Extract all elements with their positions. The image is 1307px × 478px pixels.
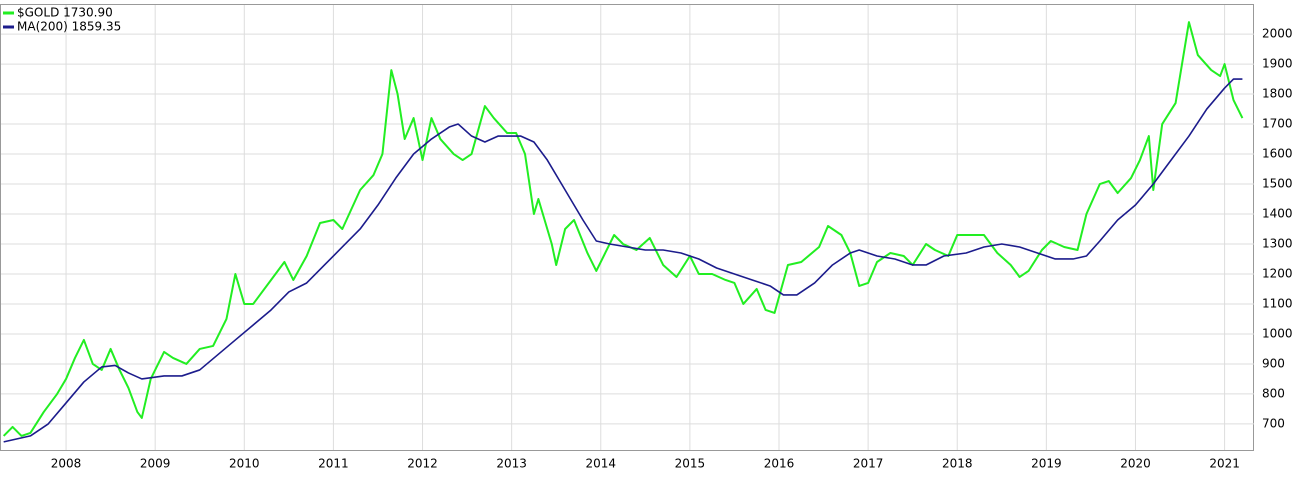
x-tick-label: 2016 — [764, 457, 795, 471]
y-tick-label: 2000 — [1262, 27, 1293, 41]
x-tick-label: 2014 — [585, 457, 616, 471]
y-tick-label: 800 — [1262, 386, 1285, 400]
x-tick-label: 2015 — [675, 457, 706, 471]
x-tick-label: 2010 — [229, 457, 260, 471]
x-tick-label: 2009 — [140, 457, 171, 471]
y-tick-label: 1100 — [1262, 296, 1293, 310]
x-tick-label: 2018 — [942, 457, 973, 471]
y-tick-label: 1700 — [1262, 117, 1293, 131]
series-line — [2, 21, 1244, 437]
y-tick-label: 1500 — [1262, 177, 1293, 191]
legend-label: $GOLD 1730.90 — [17, 6, 113, 20]
y-tick-label: 1200 — [1262, 266, 1293, 280]
y-tick-label: 1300 — [1262, 236, 1293, 250]
x-tick-label: 2021 — [1209, 457, 1240, 471]
series-line — [3, 78, 1243, 443]
legend-label: MA(200) 1859.35 — [17, 20, 121, 34]
y-tick-label: 1900 — [1262, 57, 1293, 71]
x-tick-label: 2013 — [496, 457, 527, 471]
y-tick-label: 700 — [1262, 416, 1285, 430]
y-tick-label: 900 — [1262, 356, 1285, 370]
y-tick-label: 1600 — [1262, 147, 1293, 161]
x-tick-label: 2012 — [407, 457, 438, 471]
x-tick-label: 2020 — [1120, 457, 1151, 471]
y-tick-label: 1400 — [1262, 207, 1293, 221]
y-tick-label: 1800 — [1262, 87, 1293, 101]
x-tick-label: 2017 — [853, 457, 884, 471]
plot-frame — [0, 4, 1254, 451]
x-tick-label: 2019 — [1031, 457, 1062, 471]
x-tick-label: 2011 — [318, 457, 349, 471]
y-tick-label: 1000 — [1262, 326, 1293, 340]
x-tick-label: 2008 — [51, 457, 82, 471]
